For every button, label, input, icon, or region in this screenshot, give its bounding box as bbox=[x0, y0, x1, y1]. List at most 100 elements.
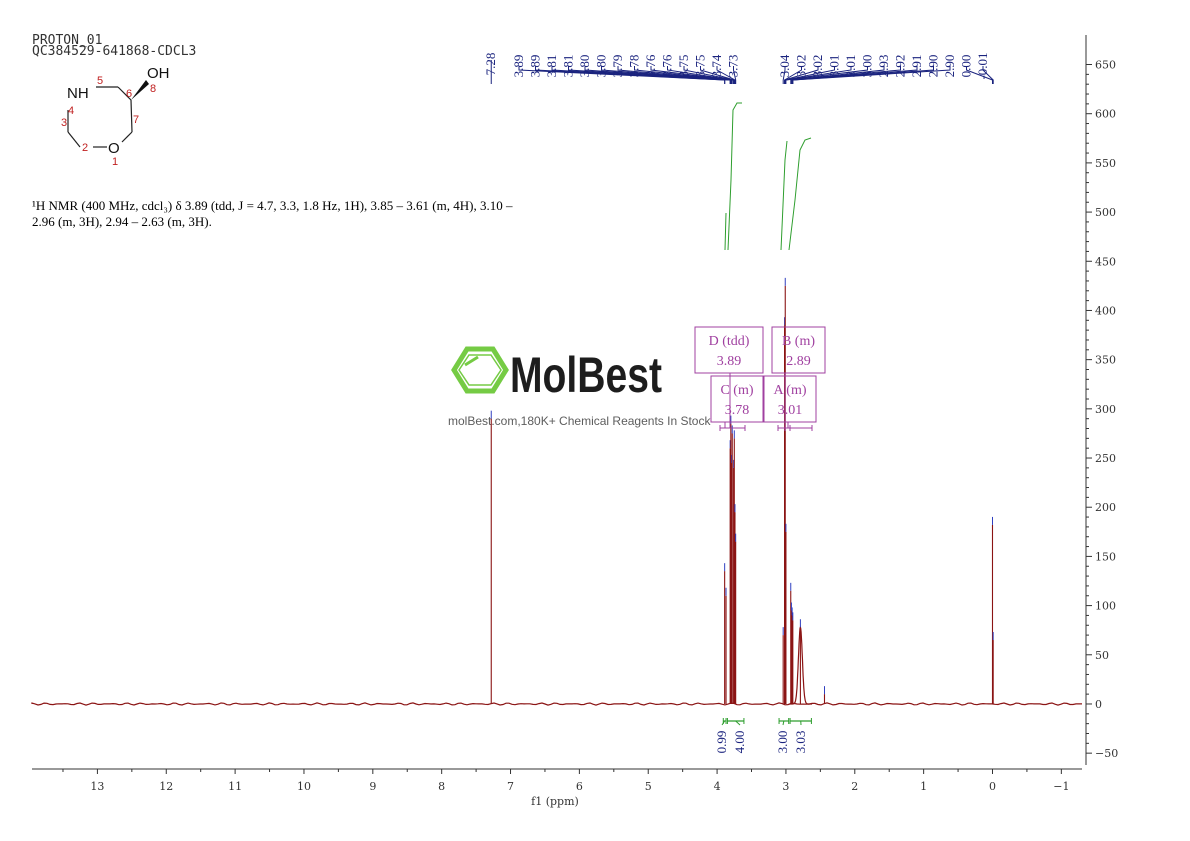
y-tick-label: 300 bbox=[1095, 403, 1116, 416]
x-tick-label: 1 bbox=[920, 780, 927, 793]
x-tick-label: 9 bbox=[369, 780, 376, 793]
peak-label: 3.76 bbox=[643, 54, 658, 77]
y-tick-label: 500 bbox=[1095, 206, 1116, 219]
x-tick-label: 8 bbox=[438, 780, 445, 793]
x-tick-label: 13 bbox=[90, 780, 104, 793]
nmr-description-line-2: 2.96 (m, 3H), 2.94 – 2.63 (m, 3H). bbox=[32, 214, 212, 229]
atom-number-3: 3 bbox=[61, 117, 67, 129]
peak-labels: 7.283.893.893.813.813.803.803.793.783.76… bbox=[483, 52, 994, 84]
peak-label-connector bbox=[966, 66, 993, 84]
peak-label: 3.74 bbox=[709, 54, 724, 77]
nh-label: NH bbox=[67, 85, 89, 102]
peak-label-connector bbox=[568, 66, 731, 84]
nmr-description-line-1: ¹H NMR (400 MHz, cdcl₃) δ 3.89 (tdd, J =… bbox=[32, 198, 513, 213]
atom-number-2: 2 bbox=[82, 142, 88, 154]
y-tick-label: 650 bbox=[1095, 59, 1116, 72]
oh-label: OH bbox=[147, 65, 170, 82]
atom-number-6: 6 bbox=[126, 88, 132, 100]
y-tick-label: 400 bbox=[1095, 304, 1116, 317]
x-tick-label: 0 bbox=[989, 780, 996, 793]
integral-curve bbox=[788, 137, 812, 251]
x-tick-label: 2 bbox=[851, 780, 858, 793]
multiplet-shift: 3.01 bbox=[778, 403, 803, 418]
x-tick-label: 7 bbox=[507, 780, 514, 793]
chart-axes: 13 12 11 10 9 8 7 6 5 4 3 2 1 0 −1 6506005505004504003… bbox=[32, 35, 1118, 808]
ring-oxygen-label: O bbox=[108, 140, 120, 157]
header-line-1: PROTON_01 bbox=[32, 33, 102, 48]
peak-label-connector bbox=[716, 66, 736, 84]
multiplet-box-b bbox=[771, 326, 826, 374]
multiplet-shift: 3.89 bbox=[717, 354, 742, 369]
multiplet-box-a bbox=[763, 375, 817, 423]
peak-label: 3.76 bbox=[660, 54, 675, 77]
peak-label-connector bbox=[790, 66, 901, 84]
integral-label: 0.99 bbox=[714, 731, 729, 754]
peak-label-connector bbox=[784, 66, 819, 84]
x-tick-label: 3 bbox=[782, 780, 789, 793]
integral-label-connector bbox=[721, 720, 726, 726]
multiplet-title: C (m) bbox=[720, 383, 753, 398]
y-tick-label: 200 bbox=[1095, 501, 1116, 514]
peak-label-connector bbox=[982, 66, 994, 84]
peak-label-connector bbox=[634, 66, 733, 84]
peak-label: 3.04 bbox=[777, 54, 792, 77]
peak-label-connector bbox=[782, 66, 786, 84]
peak-label-connector bbox=[535, 66, 726, 84]
integral-label: 4.00 bbox=[732, 731, 747, 754]
atom-number-4: 4 bbox=[68, 105, 74, 117]
integral-curve bbox=[780, 140, 788, 251]
x-tick-label: −1 bbox=[1053, 780, 1069, 793]
y-tick-label: −50 bbox=[1095, 747, 1118, 760]
integral-label-connector bbox=[735, 720, 741, 726]
peak-label-connector bbox=[784, 66, 852, 84]
integral-label-connector bbox=[782, 720, 785, 726]
multiplet-boxes: D (tdd) 3.89 B (m) 2.89 C (m) 3.78 A (m) 3.01 bbox=[694, 326, 826, 431]
peak-label-connector bbox=[792, 66, 951, 84]
multiplet-title: D (tdd) bbox=[709, 334, 750, 349]
x-axis-label: f1 (ppm) bbox=[531, 795, 579, 808]
spectrum-baseline bbox=[31, 702, 1083, 706]
integral-label: 3.00 bbox=[775, 731, 790, 754]
atom-number-5: 5 bbox=[97, 75, 103, 87]
y-axis-ticks: 650600550500450400350300250200150100500−… bbox=[1086, 59, 1118, 760]
y-tick-label: 150 bbox=[1095, 550, 1116, 563]
peak-label-connector bbox=[601, 66, 732, 84]
atom-number-8: 8 bbox=[150, 83, 156, 95]
multiplet-box-c bbox=[710, 375, 764, 423]
multiplet-box-d bbox=[694, 326, 764, 374]
peak-label-connector bbox=[667, 66, 735, 84]
peak-label-connector bbox=[700, 66, 735, 84]
y-tick-label: 600 bbox=[1095, 108, 1116, 121]
multiplet-shift: 2.89 bbox=[786, 354, 811, 369]
watermark: MolBest molBest.com,180K+ Chemical Reage… bbox=[448, 346, 711, 428]
atom-number-1: 1 bbox=[112, 156, 118, 168]
x-tick-label: 11 bbox=[228, 780, 242, 793]
x-tick-label: 10 bbox=[297, 780, 311, 793]
peak-label-connector bbox=[790, 66, 885, 84]
watermark-tagline: molBest.com,180K+ Chemical Reagents In S… bbox=[448, 414, 711, 428]
spectrum bbox=[31, 277, 1083, 706]
y-tick-label: 450 bbox=[1095, 255, 1116, 268]
integral-curve bbox=[727, 102, 742, 251]
x-tick-label: 4 bbox=[714, 780, 721, 793]
multiplet-title: A (m) bbox=[773, 383, 806, 398]
x-tick-label: 12 bbox=[159, 780, 173, 793]
y-tick-label: 50 bbox=[1095, 649, 1109, 662]
y-tick-label: 0 bbox=[1095, 698, 1102, 711]
peak-label-connector bbox=[785, 66, 868, 84]
y-tick-label: 550 bbox=[1095, 157, 1116, 170]
x-tick-label: 5 bbox=[645, 780, 652, 793]
molbest-logo-icon bbox=[451, 346, 509, 394]
peak-label-connector bbox=[617, 66, 732, 84]
y-tick-label: 350 bbox=[1095, 354, 1116, 367]
peak-label-connector bbox=[733, 66, 737, 84]
y-tick-label: 100 bbox=[1095, 600, 1116, 613]
x-axis-ticks: 13 12 11 10 9 8 7 6 5 4 3 2 1 0 −1 bbox=[62, 769, 1069, 793]
multiplet-title: B (m) bbox=[782, 334, 815, 349]
x-tick-label: 6 bbox=[576, 780, 583, 793]
integral-curves bbox=[724, 102, 812, 251]
molecule-structure: NH OH O 1 2 3 4 5 6 7 8 bbox=[61, 65, 170, 168]
watermark-brand: MolBest bbox=[510, 347, 662, 403]
multiplet-shift: 3.78 bbox=[725, 403, 750, 418]
